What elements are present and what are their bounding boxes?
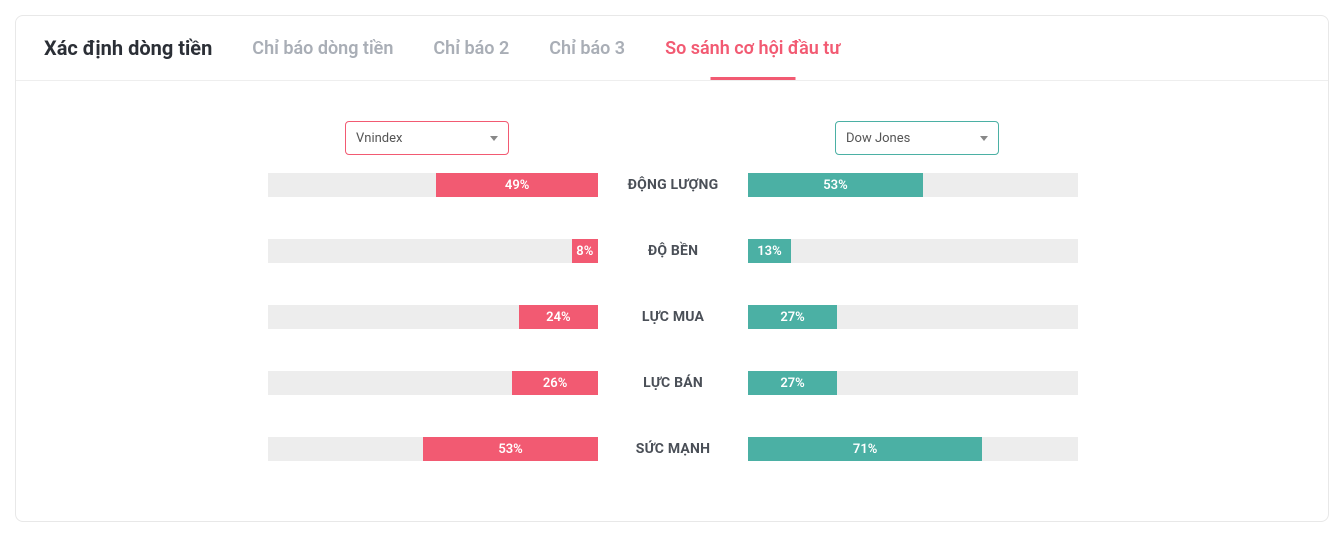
metric-rows: 49%ĐỘNG LƯỢNG53%8%ĐỘ BỀN13%24%LỰC MUA27%… [16,173,1328,461]
left-bar-track: 26% [268,371,598,395]
left-bar-fill: 24% [519,305,598,329]
left-index-value: Vnindex [356,131,402,146]
right-bar-track: 71% [748,437,1078,461]
left-bar-fill: 8% [572,239,598,263]
right-bar-fill: 53% [748,173,923,197]
selectors-row: Vnindex Dow Jones [16,121,1328,155]
right-bar-fill: 71% [748,437,982,461]
chevron-down-icon [490,136,498,141]
tabs-bar: Xác định dòng tiền Chỉ báo dòng tiền Chỉ b… [16,16,1328,81]
right-bar-fill: 27% [748,305,837,329]
right-bar-track: 53% [748,173,1078,197]
tab-2[interactable]: Chỉ báo 2 [433,38,509,79]
metric-label: LỰC MUA [598,309,748,325]
comparison-content: Vnindex Dow Jones 49%ĐỘNG LƯỢNG53%8%ĐỘ B… [16,81,1328,491]
left-bar-fill: 26% [512,371,598,395]
tab-4[interactable]: So sánh cơ hội đầu tư [665,38,840,79]
right-bar-fill: 13% [748,239,791,263]
metric-row: 24%LỰC MUA27% [268,305,1076,329]
metric-row: 26%LỰC BÁN27% [268,371,1076,395]
left-bar-fill: 53% [423,437,598,461]
left-bar-track: 8% [268,239,598,263]
metric-label: LỰC BÁN [598,375,748,391]
left-bar-track: 53% [268,437,598,461]
right-bar-track: 13% [748,239,1078,263]
metric-label: SỨC MẠNH [598,441,748,457]
metric-row: 8%ĐỘ BỀN13% [268,239,1076,263]
right-index-value: Dow Jones [846,131,910,146]
left-bar-fill: 49% [436,173,598,197]
tab-3[interactable]: Chỉ báo 3 [549,38,625,79]
left-bar-track: 49% [268,173,598,197]
metric-label: ĐỘNG LƯỢNG [598,177,748,193]
left-index-select[interactable]: Vnindex [345,121,509,155]
right-bar-fill: 27% [748,371,837,395]
metric-row: 53%SỨC MẠNH71% [268,437,1076,461]
right-bar-track: 27% [748,371,1078,395]
metric-row: 49%ĐỘNG LƯỢNG53% [268,173,1076,197]
right-bar-track: 27% [748,305,1078,329]
right-index-select[interactable]: Dow Jones [835,121,999,155]
tab-1[interactable]: Chỉ báo dòng tiền [252,38,393,79]
metric-label: ĐỘ BỀN [598,243,748,259]
tab-0[interactable]: Xác định dòng tiền [44,36,212,80]
chevron-down-icon [980,136,988,141]
comparison-card: Xác định dòng tiền Chỉ báo dòng tiền Chỉ b… [15,15,1329,522]
left-bar-track: 24% [268,305,598,329]
